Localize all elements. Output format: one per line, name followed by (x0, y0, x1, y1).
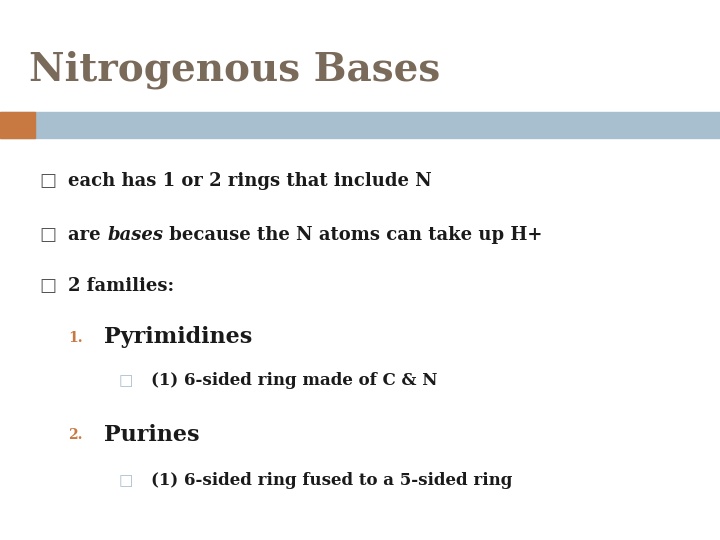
Text: □: □ (40, 172, 57, 190)
Text: because the N atoms can take up H+: because the N atoms can take up H+ (163, 226, 543, 244)
Text: 1.: 1. (68, 330, 83, 345)
Text: Purines: Purines (104, 424, 200, 446)
Text: □: □ (40, 277, 57, 295)
Text: (1) 6-sided ring fused to a 5-sided ring: (1) 6-sided ring fused to a 5-sided ring (151, 472, 513, 489)
Text: 2.: 2. (68, 428, 83, 442)
Text: □: □ (119, 373, 133, 388)
Bar (0, 112, 720, 138)
Text: Pyrimidines: Pyrimidines (104, 327, 253, 348)
Text: are: are (68, 226, 107, 244)
Text: Nitrogenous Bases: Nitrogenous Bases (29, 51, 440, 90)
Bar (0, 112, 35, 138)
Text: bases: bases (107, 226, 163, 244)
Text: □: □ (119, 473, 133, 488)
Text: each has 1 or 2 rings that include N: each has 1 or 2 rings that include N (68, 172, 432, 190)
Text: □: □ (40, 226, 57, 244)
Text: (1) 6-sided ring made of C & N: (1) 6-sided ring made of C & N (151, 372, 438, 389)
Text: 2 families:: 2 families: (68, 277, 174, 295)
